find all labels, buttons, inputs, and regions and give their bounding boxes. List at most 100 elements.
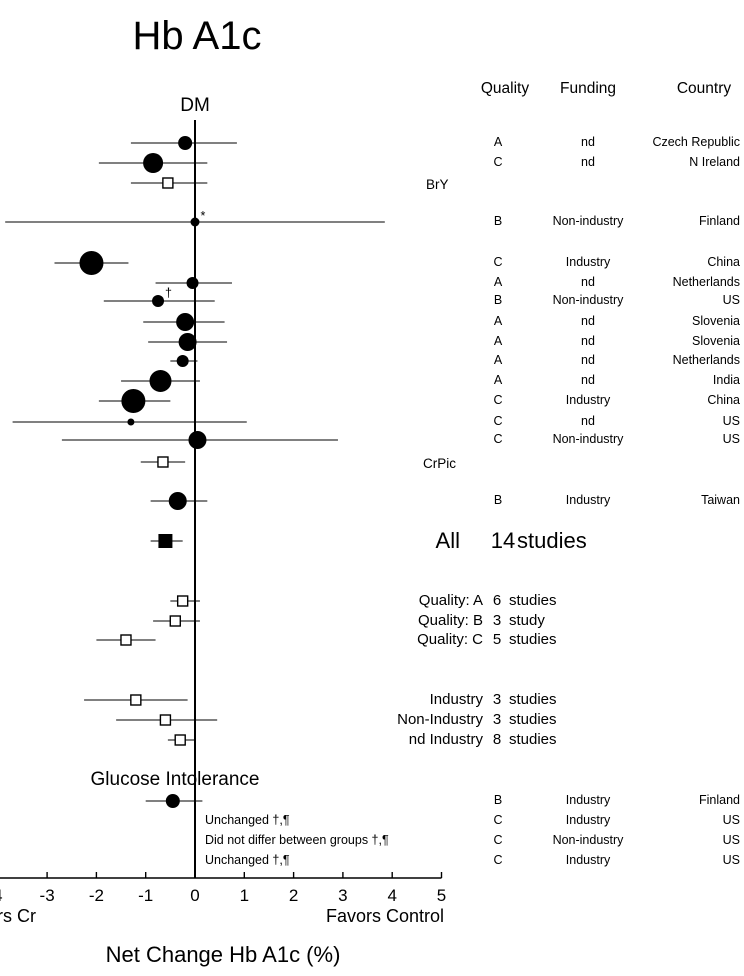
summary-unit: studies bbox=[509, 592, 557, 609]
row-quality: B bbox=[493, 793, 503, 807]
row-quality: A bbox=[493, 135, 503, 149]
group-label-crpic: CrPic bbox=[423, 456, 456, 471]
row-funding: Non-industry bbox=[552, 432, 624, 446]
study-footnote-mark: * bbox=[200, 208, 206, 223]
x-tick-label: 4 bbox=[0, 887, 3, 904]
row-quality: B bbox=[493, 293, 503, 307]
row-funding: Non-industry bbox=[552, 833, 624, 847]
row-funding: Industry bbox=[565, 493, 611, 507]
summary-unit: study bbox=[509, 612, 545, 629]
favors-left-label: rs Cr bbox=[0, 906, 36, 926]
row-quality: A bbox=[493, 334, 503, 348]
row-funding: nd bbox=[581, 414, 595, 428]
estimate-point-circle bbox=[168, 492, 187, 510]
row-country: Taiwan bbox=[701, 493, 740, 507]
summary-label: Quality: B bbox=[417, 612, 483, 629]
row-country: Finland bbox=[699, 793, 740, 807]
x-tick-label: 5 bbox=[436, 886, 447, 905]
row-country: Finland bbox=[699, 214, 740, 228]
summary-label: Non-Industry bbox=[397, 711, 483, 728]
estimate-point-circle bbox=[176, 313, 195, 331]
row-country: US bbox=[722, 853, 740, 867]
row-quality: C bbox=[493, 813, 503, 827]
row-country: Czech Republic bbox=[652, 135, 740, 149]
row-funding: Industry bbox=[565, 793, 611, 807]
estimate-point-circle bbox=[79, 251, 104, 275]
column-header-funding: Funding bbox=[559, 80, 617, 97]
row-quality: C bbox=[493, 414, 503, 428]
row-quality: A bbox=[493, 353, 503, 367]
estimate-point-circle bbox=[178, 136, 193, 150]
row-funding: Industry bbox=[565, 255, 611, 269]
row-quality: A bbox=[493, 275, 503, 289]
estimate-point-circle bbox=[149, 370, 172, 392]
row-quality: C bbox=[493, 432, 503, 446]
estimate-point-square bbox=[176, 595, 189, 607]
row-country: Slovenia bbox=[692, 314, 740, 328]
row-quality: B bbox=[493, 214, 503, 228]
estimate-point-circle bbox=[127, 418, 135, 426]
estimate-point-circle bbox=[152, 295, 165, 307]
panel-title: DM bbox=[180, 95, 210, 116]
summary-count: 14 bbox=[490, 528, 516, 553]
row-funding: Non-industry bbox=[552, 293, 624, 307]
section-title-glucose-intolerance: Glucose Intolerance bbox=[90, 769, 260, 790]
estimate-point-square bbox=[120, 634, 132, 646]
row-quality: C bbox=[493, 155, 503, 169]
row-funding: nd bbox=[581, 373, 595, 387]
summary-label: Industry bbox=[429, 691, 483, 708]
row-quality: A bbox=[493, 373, 503, 387]
summary-label: Quality: A bbox=[418, 592, 483, 609]
row-funding: nd bbox=[581, 334, 595, 348]
estimate-point-circle bbox=[186, 277, 199, 289]
summary-unit: studies bbox=[517, 528, 587, 553]
summary-count: 3 bbox=[492, 711, 502, 728]
summary-count: 6 bbox=[492, 592, 502, 609]
x-tick-label: -2 bbox=[88, 886, 104, 905]
x-tick-label: -1 bbox=[138, 886, 154, 905]
summary-label: Quality: C bbox=[417, 631, 483, 648]
estimate-point-square bbox=[157, 456, 169, 468]
estimate-point-circle bbox=[165, 794, 180, 808]
row-funding: nd bbox=[581, 275, 595, 289]
x-tick-label: 1 bbox=[239, 886, 250, 905]
summary-label: nd Industry bbox=[408, 731, 483, 748]
row-country: US bbox=[722, 293, 740, 307]
row-quality: C bbox=[493, 393, 503, 407]
column-header-quality: Quality bbox=[480, 80, 530, 97]
row-funding: nd bbox=[581, 353, 595, 367]
x-tick-label: 4 bbox=[387, 886, 397, 905]
row-funding: Industry bbox=[565, 853, 611, 867]
row-country: Netherlands bbox=[672, 275, 740, 289]
summary-unit: studies bbox=[509, 631, 557, 648]
row-quality: A bbox=[493, 314, 503, 328]
row-quality: C bbox=[493, 853, 503, 867]
estimate-point-circle bbox=[178, 333, 197, 351]
row-funding: Industry bbox=[565, 393, 611, 407]
summary-unit: studies bbox=[509, 711, 557, 728]
summary-point-square bbox=[158, 534, 173, 548]
row-country: Netherlands bbox=[672, 353, 740, 367]
summary-count: 8 bbox=[492, 731, 502, 748]
row-funding: nd bbox=[581, 135, 595, 149]
estimate-point-square bbox=[159, 714, 172, 726]
summary-count: 3 bbox=[492, 612, 502, 629]
x-tick-label: 3 bbox=[338, 886, 348, 905]
row-country: Slovenia bbox=[692, 334, 740, 348]
summary-count: 5 bbox=[492, 631, 502, 648]
row-country: N Ireland bbox=[689, 155, 740, 169]
row-funding: nd bbox=[581, 314, 595, 328]
result-text: Did not differ between groups †,¶ bbox=[205, 833, 389, 847]
x-tick-label: 0 bbox=[190, 886, 200, 905]
x-axis-label: Net Change Hb A1c (%) bbox=[105, 942, 341, 967]
summary-label: All bbox=[435, 528, 460, 553]
row-funding: nd bbox=[581, 155, 595, 169]
result-text: Unchanged †,¶ bbox=[205, 813, 290, 827]
estimate-point-circle bbox=[190, 217, 200, 227]
x-tick-label: -3 bbox=[39, 886, 55, 905]
main-title: Hb A1c bbox=[132, 14, 262, 58]
study-footnote-mark: † bbox=[165, 286, 172, 300]
summary-unit: studies bbox=[509, 731, 557, 748]
row-country: India bbox=[712, 373, 740, 387]
